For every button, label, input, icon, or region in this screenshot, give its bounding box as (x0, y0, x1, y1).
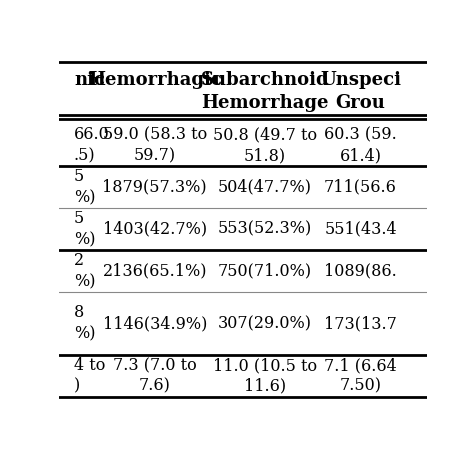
Text: 5
%): 5 %) (74, 210, 95, 248)
Text: 553(52.3%): 553(52.3%) (218, 220, 312, 237)
Text: 307(29.0%): 307(29.0%) (218, 315, 312, 332)
Text: 173(13.7: 173(13.7 (324, 315, 397, 332)
Text: Subarchnoid
Hemorrhage: Subarchnoid Hemorrhage (201, 72, 329, 112)
Text: 7.1 (6.64
7.50): 7.1 (6.64 7.50) (324, 357, 397, 395)
Text: 66.0
.5): 66.0 .5) (74, 126, 109, 164)
Text: Hemorrhagic: Hemorrhagic (88, 72, 222, 90)
Text: 551(43.4: 551(43.4 (324, 220, 397, 237)
Text: 504(47.7%): 504(47.7%) (218, 179, 312, 195)
Text: 50.8 (49.7 to
51.8): 50.8 (49.7 to 51.8) (213, 126, 317, 164)
Text: nic: nic (74, 72, 105, 90)
Text: 8
%): 8 %) (74, 304, 95, 342)
Text: 60.3 (59.
61.4): 60.3 (59. 61.4) (324, 126, 397, 164)
Text: 1879(57.3%): 1879(57.3%) (102, 179, 207, 195)
Text: 1089(86.: 1089(86. (324, 263, 397, 280)
Text: 7.3 (7.0 to
7.6): 7.3 (7.0 to 7.6) (113, 357, 197, 395)
Text: 711(56.6: 711(56.6 (324, 179, 397, 195)
Text: 750(71.0%): 750(71.0%) (218, 263, 312, 280)
Text: 2
%): 2 %) (74, 252, 95, 290)
Text: 1403(42.7%): 1403(42.7%) (103, 220, 207, 237)
Text: Unspeci
Grou: Unspeci Grou (320, 72, 401, 112)
Text: 59.0 (58.3 to
59.7): 59.0 (58.3 to 59.7) (103, 126, 207, 164)
Text: 5
%): 5 %) (74, 168, 95, 206)
Text: 2136(65.1%): 2136(65.1%) (102, 263, 207, 280)
Text: 4 to
): 4 to ) (74, 357, 105, 395)
Text: 1146(34.9%): 1146(34.9%) (102, 315, 207, 332)
Text: 11.0 (10.5 to
11.6): 11.0 (10.5 to 11.6) (213, 357, 317, 395)
